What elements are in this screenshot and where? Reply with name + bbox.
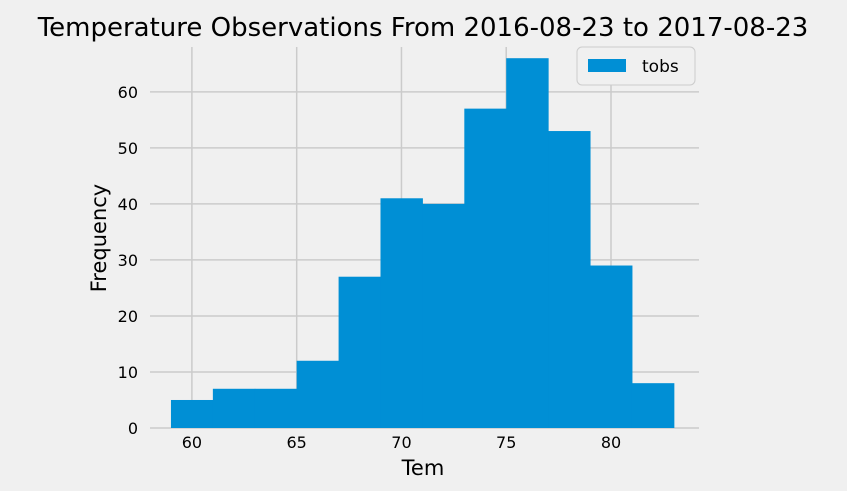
histogram-bar-6 (422, 203, 465, 428)
y-tick-label-50: 50 (118, 139, 138, 158)
histogram-bar-10 (590, 265, 633, 428)
y-tick-label-30: 30 (118, 251, 138, 270)
x-axis-label: Tem (401, 456, 445, 480)
y-tick-label-40: 40 (118, 195, 138, 214)
histogram-bar-2 (254, 388, 298, 428)
y-tick-label-0: 0 (128, 419, 138, 438)
x-tick-label-60: 60 (182, 433, 202, 452)
x-tick-label-80: 80 (601, 433, 621, 452)
y-axis-label: Frequency (87, 184, 111, 293)
y-tick-label-60: 60 (118, 83, 138, 102)
histogram-bar-7 (464, 108, 507, 428)
histogram-bar-5 (380, 198, 423, 428)
y-tick-label-20: 20 (118, 307, 138, 326)
bars (170, 58, 675, 429)
histogram-bar-11 (631, 383, 675, 428)
x-tick-label-65: 65 (286, 433, 306, 452)
legend-box (576, 46, 696, 86)
y-tick-label-10: 10 (118, 363, 138, 382)
legend: tobs (576, 46, 696, 86)
x-tick-labels: 60 65 70 75 80 (182, 433, 621, 452)
y-tick-labels: 0 10 20 30 40 50 60 (118, 83, 138, 438)
histogram-bar-1 (212, 388, 256, 428)
x-tick-label-75: 75 (496, 433, 516, 452)
histogram-bar-0 (170, 399, 214, 428)
histogram-bar-9 (548, 131, 591, 428)
histogram-bar-4 (338, 276, 381, 428)
legend-label: tobs (642, 57, 679, 77)
legend-swatch (588, 59, 626, 72)
chart-title: Temperature Observations From 2016-08-23… (37, 13, 809, 43)
histogram-bar-8 (506, 58, 549, 429)
histogram-bar-3 (296, 360, 340, 428)
x-tick-label-70: 70 (391, 433, 411, 452)
